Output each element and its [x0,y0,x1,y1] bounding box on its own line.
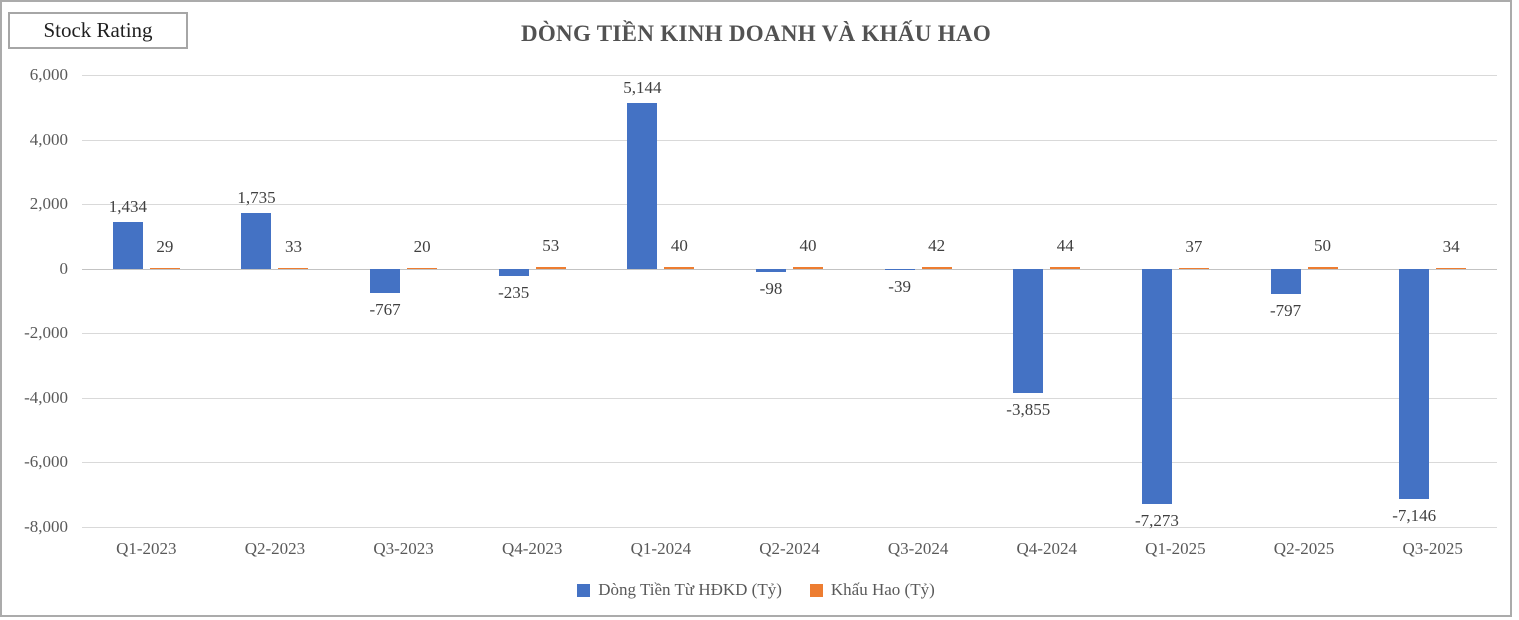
bar-hdkd-Q1-2023 [112,222,143,269]
chart-title: DÒNG TIỀN KINH DOANH VÀ KHẤU HAO [520,21,992,46]
data-label-khauhao-Q4-2024: 44 [1056,236,1074,256]
gridline--4000 [82,397,1497,399]
bar-hdkd-Q1-2025 [1141,268,1172,504]
legend-item-hdkd: Dòng Tiền Từ HĐKD (Tỷ) [577,580,782,600]
bar-hdkd-Q3-2025 [1399,268,1430,500]
data-label-hdkd-Q3-2024: -39 [888,276,911,296]
data-label-hdkd-Q4-2024: -3,855 [1006,400,1051,420]
x-axis-tick-label-Q1-2024: Q1-2024 [630,539,692,558]
data-label-khauhao-Q2-2024: 40 [799,236,817,256]
chart-legend: Dòng Tiền Từ HĐKD (Tỷ) Khấu Hao (Tỷ) [2,578,1510,602]
data-label-hdkd-Q1-2025: -7,273 [1134,510,1179,530]
data-label-hdkd-Q3-2025: -7,146 [1392,506,1437,526]
bar-khauhao-Q1-2024 [664,267,695,269]
data-label-khauhao-Q3-2023: 20 [413,237,431,257]
bar-khauhao-Q3-2024 [921,267,952,269]
legend-swatch-khauhao-icon [809,583,823,597]
data-label-hdkd-Q1-2024: 5,144 [623,77,662,97]
bar-hdkd-Q2-2023 [241,212,272,269]
x-axis-tick-label-Q1-2023: Q1-2023 [116,539,177,558]
data-label-khauhao-Q1-2023: 29 [156,236,174,256]
x-axis-tick-label-Q4-2023: Q4-2023 [501,539,563,558]
x-axis-tick-label-Q3-2025: Q3-2025 [1402,539,1463,558]
y-axis-tick-label: 0 [59,258,69,278]
data-label-khauhao-Q3-2025: 34 [1442,236,1460,256]
gridline--6000 [82,462,1497,464]
bar-khauhao-Q1-2025 [1178,267,1209,269]
data-label-khauhao-Q1-2024: 40 [670,236,688,256]
data-label-khauhao-Q1-2025: 37 [1185,236,1203,256]
x-axis-tick-label-Q2-2024: Q2-2024 [759,539,820,558]
y-axis-tick-label: 6,000 [29,65,68,84]
bar-khauhao-Q4-2024 [1050,267,1081,269]
bar-khauhao-Q4-2023 [535,267,566,269]
data-label-khauhao-Q2-2025: 50 [1314,236,1332,256]
x-axis-tick-label-Q4-2024: Q4-2024 [1016,539,1077,558]
y-axis-tick-label: -8,000 [24,517,68,536]
gridline-2000 [82,204,1497,206]
stock-rating-badge[interactable]: Stock Rating [8,12,188,49]
y-axis-tick-label: 4,000 [29,129,68,149]
legend-label-hdkd: Dòng Tiền Từ HĐKD (Tỷ) [598,580,782,599]
y-axis-tick-label: 2,000 [29,194,68,214]
legend-swatch-hdkd-icon [577,583,591,597]
bar-hdkd-Q2-2025 [1270,268,1301,295]
data-label-hdkd-Q3-2023: -767 [369,300,401,320]
x-axis-tick-label-Q2-2025: Q2-2025 [1273,539,1335,558]
bar-hdkd-Q3-2024 [884,268,915,270]
data-label-hdkd-Q2-2025: -797 [1269,301,1302,321]
bar-khauhao-Q2-2023 [278,267,309,269]
bar-hdkd-Q1-2024 [627,102,658,269]
legend-item-khauhao: Khấu Hao (Tỷ) [809,580,935,600]
data-label-hdkd-Q1-2023: 1,434 [108,197,147,217]
gridline-0 [82,268,1497,270]
gridline-4000 [82,139,1497,141]
data-label-hdkd-Q2-2024: -98 [759,278,783,298]
bar-khauhao-Q2-2024 [793,267,823,269]
data-label-khauhao-Q3-2024: 42 [928,236,946,256]
x-axis-tick-label-Q2-2023: Q2-2023 [244,539,306,558]
bar-hdkd-Q2-2024 [756,268,786,272]
bar-khauhao-Q3-2025 [1436,267,1467,269]
plot-area: 1,434 1,735 -767 -235 5,144 -98 -39 -3,855 -7,27… [82,75,1497,530]
gridline-6000 [82,75,1497,76]
x-axis-tick-label-Q3-2024: Q3-2024 [887,539,949,558]
bar-hdkd-Q3-2023 [370,268,401,294]
data-label-khauhao-Q4-2023: 53 [542,236,560,255]
x-axis-tick-label-Q1-2025: Q1-2025 [1145,539,1206,558]
bar-khauhao-Q3-2023 [407,268,438,270]
bar-khauhao-Q1-2023 [149,267,180,269]
bar-khauhao-Q2-2025 [1307,267,1338,269]
bar-hdkd-Q4-2024 [1013,268,1044,394]
data-label-hdkd-Q2-2023: 1,735 [237,187,276,207]
y-axis-tick-label: -2,000 [24,323,68,343]
gridline--2000 [82,333,1497,335]
legend-label-khauhao: Khấu Hao (Tỷ) [830,580,935,599]
data-label-khauhao-Q2-2023: 33 [284,236,302,256]
x-axis-tick-label-Q3-2023: Q3-2023 [373,539,434,558]
bar-hdkd-Q4-2023 [498,268,529,277]
gridline--8000 [82,527,1497,528]
data-label-hdkd-Q4-2023: -235 [498,283,530,303]
y-axis-tick-label: -6,000 [24,452,68,472]
y-axis-tick-label: -4,000 [24,387,68,407]
